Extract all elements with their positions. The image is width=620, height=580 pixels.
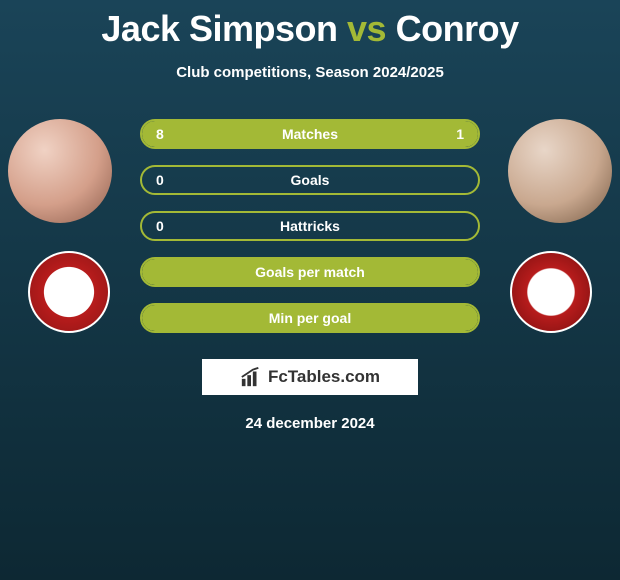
stat-value-right: 1	[456, 126, 464, 142]
subtitle: Club competitions, Season 2024/2025	[0, 64, 620, 81]
stat-bar-matches: 8 Matches 1	[140, 119, 480, 149]
player2-name: Conroy	[396, 8, 519, 49]
stat-label: Goals per match	[255, 264, 365, 280]
stat-bar-min-per-goal: Min per goal	[140, 303, 480, 333]
comparison-arena: 8 Matches 1 0 Goals 0 Hattricks Goals pe…	[0, 119, 620, 349]
stat-label: Goals	[291, 172, 330, 188]
stat-bar-goals-per-match: Goals per match	[140, 257, 480, 287]
stat-label: Hattricks	[280, 218, 340, 234]
date-text: 24 december 2024	[0, 415, 620, 432]
site-logo: FcTables.com	[202, 359, 418, 395]
player1-name: Jack Simpson	[101, 8, 337, 49]
stat-bars: 8 Matches 1 0 Goals 0 Hattricks Goals pe…	[140, 119, 480, 349]
vs-text: vs	[347, 8, 386, 49]
player2-avatar	[508, 119, 612, 223]
stat-label: Min per goal	[269, 310, 351, 326]
page-title: Jack Simpson vs Conroy	[0, 0, 620, 50]
player1-avatar	[8, 119, 112, 223]
stat-value-left: 0	[156, 218, 164, 234]
stat-bar-hattricks: 0 Hattricks	[140, 211, 480, 241]
chart-icon	[240, 366, 262, 388]
stat-value-left: 8	[156, 126, 164, 142]
stat-bar-goals: 0 Goals	[140, 165, 480, 195]
player1-club-crest	[28, 251, 110, 333]
stat-label: Matches	[282, 126, 338, 142]
player2-club-crest	[510, 251, 592, 333]
stat-value-left: 0	[156, 172, 164, 188]
logo-text: FcTables.com	[268, 367, 380, 387]
